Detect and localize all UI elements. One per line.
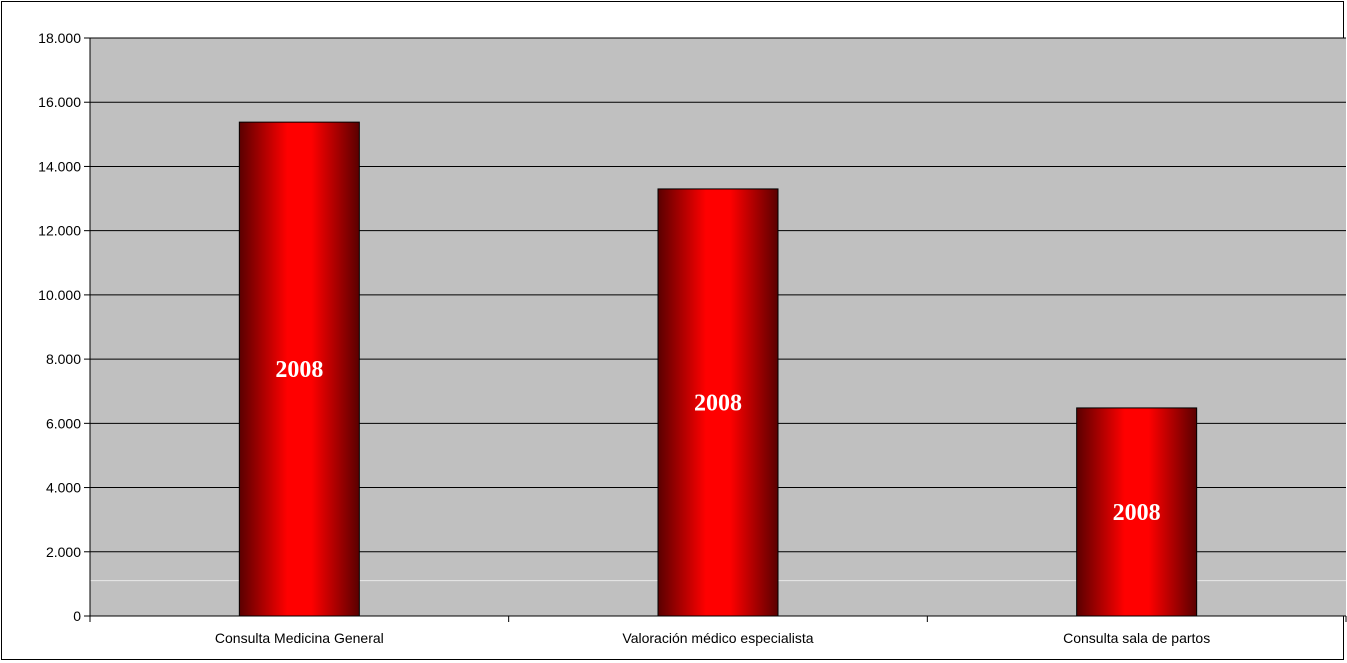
x-tick-label: Consulta sala de partos [1063, 630, 1210, 646]
tick-labels: 0 2.000 4.000 6.000 8.000 10.000 12.000 14.000 1… [38, 30, 1210, 646]
y-tick-label: 2.000 [46, 544, 81, 560]
y-tick-label: 16.000 [38, 94, 81, 110]
y-tick-label: 0 [73, 608, 81, 624]
y-tick-label: 18.000 [38, 30, 81, 46]
x-tick-label: Valoración médico especialista [622, 630, 813, 646]
bars: 2008 2008 2008 [238, 121, 1198, 617]
y-tick-label: 12.000 [38, 223, 81, 239]
bar [238, 121, 360, 617]
y-tick-label: 8.000 [46, 351, 81, 367]
y-tick-label: 4.000 [46, 480, 81, 496]
y-tick-label: 14.000 [38, 158, 81, 174]
axes [84, 37, 1347, 622]
y-tick-label: 10.000 [38, 287, 81, 303]
bar-data-label: 2008 [1113, 500, 1161, 526]
bar-data-label: 2008 [694, 390, 742, 416]
x-tick-label: Consulta Medicina General [215, 630, 384, 646]
y-tick-label: 6.000 [46, 415, 81, 431]
bar [657, 188, 779, 617]
bar [1076, 407, 1198, 617]
bar-data-label: 2008 [275, 357, 323, 383]
